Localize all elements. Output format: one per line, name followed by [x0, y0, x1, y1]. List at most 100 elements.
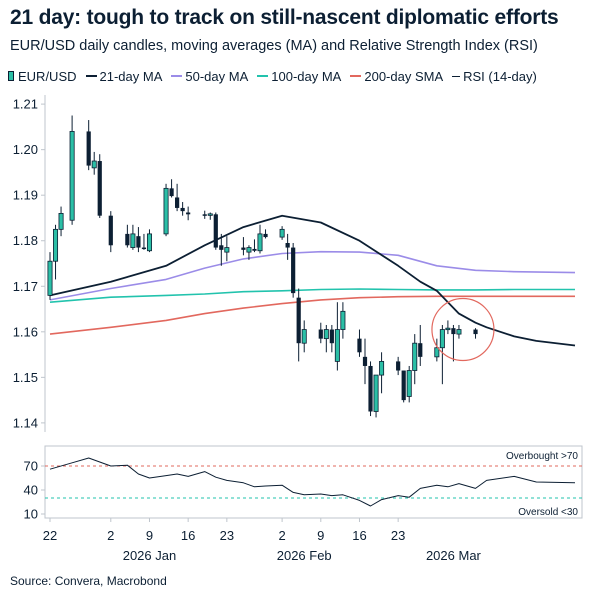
candle: [279, 226, 285, 240]
candle: [301, 320, 307, 353]
legend-item-ma100: 100-day MA: [257, 69, 341, 84]
candle: [291, 243, 296, 298]
chart-subtitle: EUR/USD daily candles, moving averages (…: [10, 38, 538, 54]
candle: [473, 328, 478, 339]
candle-body: [180, 207, 185, 212]
candle: [451, 324, 456, 362]
candle-body: [373, 374, 379, 412]
ma50-line: [49, 250, 576, 301]
candle: [329, 324, 334, 353]
x-tick-label: 2: [107, 528, 114, 543]
rsi-frame: [44, 445, 583, 519]
candle-body: [146, 233, 152, 252]
x-tick-label: 2: [278, 528, 285, 543]
candle: [163, 183, 169, 237]
candle: [108, 211, 113, 253]
chart-title: 21 day: tough to track on still-nascent …: [10, 6, 559, 29]
candle-body: [86, 131, 91, 166]
candle: [263, 229, 268, 239]
legend-label: RSI (14-day): [463, 68, 537, 84]
candle: [357, 329, 362, 357]
legend-item-ma21: 21-day MA: [85, 68, 163, 84]
candle: [323, 324, 329, 353]
x-month-label: 2026 Feb: [277, 548, 332, 563]
candle-body: [69, 131, 75, 221]
candle: [207, 212, 213, 220]
candle: [434, 338, 440, 362]
candle-body: [434, 347, 440, 358]
oversold-label: Oversold <30: [518, 507, 578, 518]
legend-item-rsi: RSI (14-day): [452, 69, 537, 84]
candle: [412, 334, 418, 385]
candle: [406, 365, 412, 403]
legend-item-eurusd: EUR/USD: [8, 69, 77, 84]
rsi-y-tick-label: 40: [24, 483, 38, 498]
candle: [141, 233, 147, 250]
candle-body: [207, 213, 213, 216]
candle: [53, 224, 59, 280]
candle: [241, 237, 246, 256]
candle-body: [285, 243, 290, 248]
candle-body: [340, 310, 346, 330]
candle: [219, 233, 224, 266]
candle-body: [439, 329, 445, 349]
candle-body: [401, 370, 406, 401]
candle-body: [379, 361, 385, 376]
y-tick-label: 1.20: [13, 142, 38, 157]
candle: [97, 154, 102, 218]
x-tick-label: 16: [181, 528, 195, 543]
candle-body: [456, 329, 462, 335]
candle-body: [224, 247, 230, 253]
candle-body: [246, 247, 252, 253]
legend-label: 21-day MA: [99, 68, 163, 84]
candle-body: [241, 247, 246, 250]
candle: [456, 324, 462, 339]
line-swatch: [85, 75, 97, 77]
candle-swatch: [8, 71, 14, 81]
candle: [213, 212, 218, 250]
candle: [252, 239, 257, 253]
candle: [318, 322, 323, 344]
candle: [130, 224, 136, 250]
legend-label: EUR/USD: [18, 68, 77, 84]
candle-body: [406, 370, 412, 397]
legend-label: 50-day MA: [185, 68, 249, 84]
candle: [69, 115, 75, 225]
candle: [47, 252, 53, 300]
candle: [246, 245, 252, 260]
candle-body: [219, 245, 224, 250]
highlight-circle: [431, 297, 495, 362]
candle: [362, 338, 368, 385]
x-tick-label: 22: [43, 528, 57, 543]
candle-body: [97, 161, 102, 216]
candle-body: [296, 297, 301, 344]
candle-body: [318, 329, 323, 339]
candle: [169, 179, 174, 198]
candle: [340, 302, 346, 339]
candle-body: [334, 329, 340, 362]
candle: [439, 324, 445, 385]
candle-body: [108, 215, 113, 246]
candle-body: [301, 329, 307, 344]
candle: [180, 202, 185, 216]
candle: [86, 120, 91, 171]
rsi-y-tick-label: 70: [24, 459, 38, 474]
candle-body: [257, 233, 263, 252]
candle: [202, 210, 207, 219]
candle-body: [91, 160, 97, 169]
rsi-y-tick-label: 10: [24, 507, 38, 522]
candle-body: [136, 236, 141, 248]
candle-body: [451, 328, 456, 335]
candle: [257, 224, 263, 254]
candle: [379, 352, 385, 394]
highlight-ring: [431, 297, 495, 362]
y-tick-label: 1.19: [13, 188, 38, 203]
candle-body: [175, 197, 180, 208]
y-tick-label: 1.14: [13, 415, 38, 430]
line-swatch: [257, 75, 269, 77]
candle-body: [396, 361, 401, 371]
candle: [445, 320, 451, 335]
candle-body: [213, 214, 218, 248]
